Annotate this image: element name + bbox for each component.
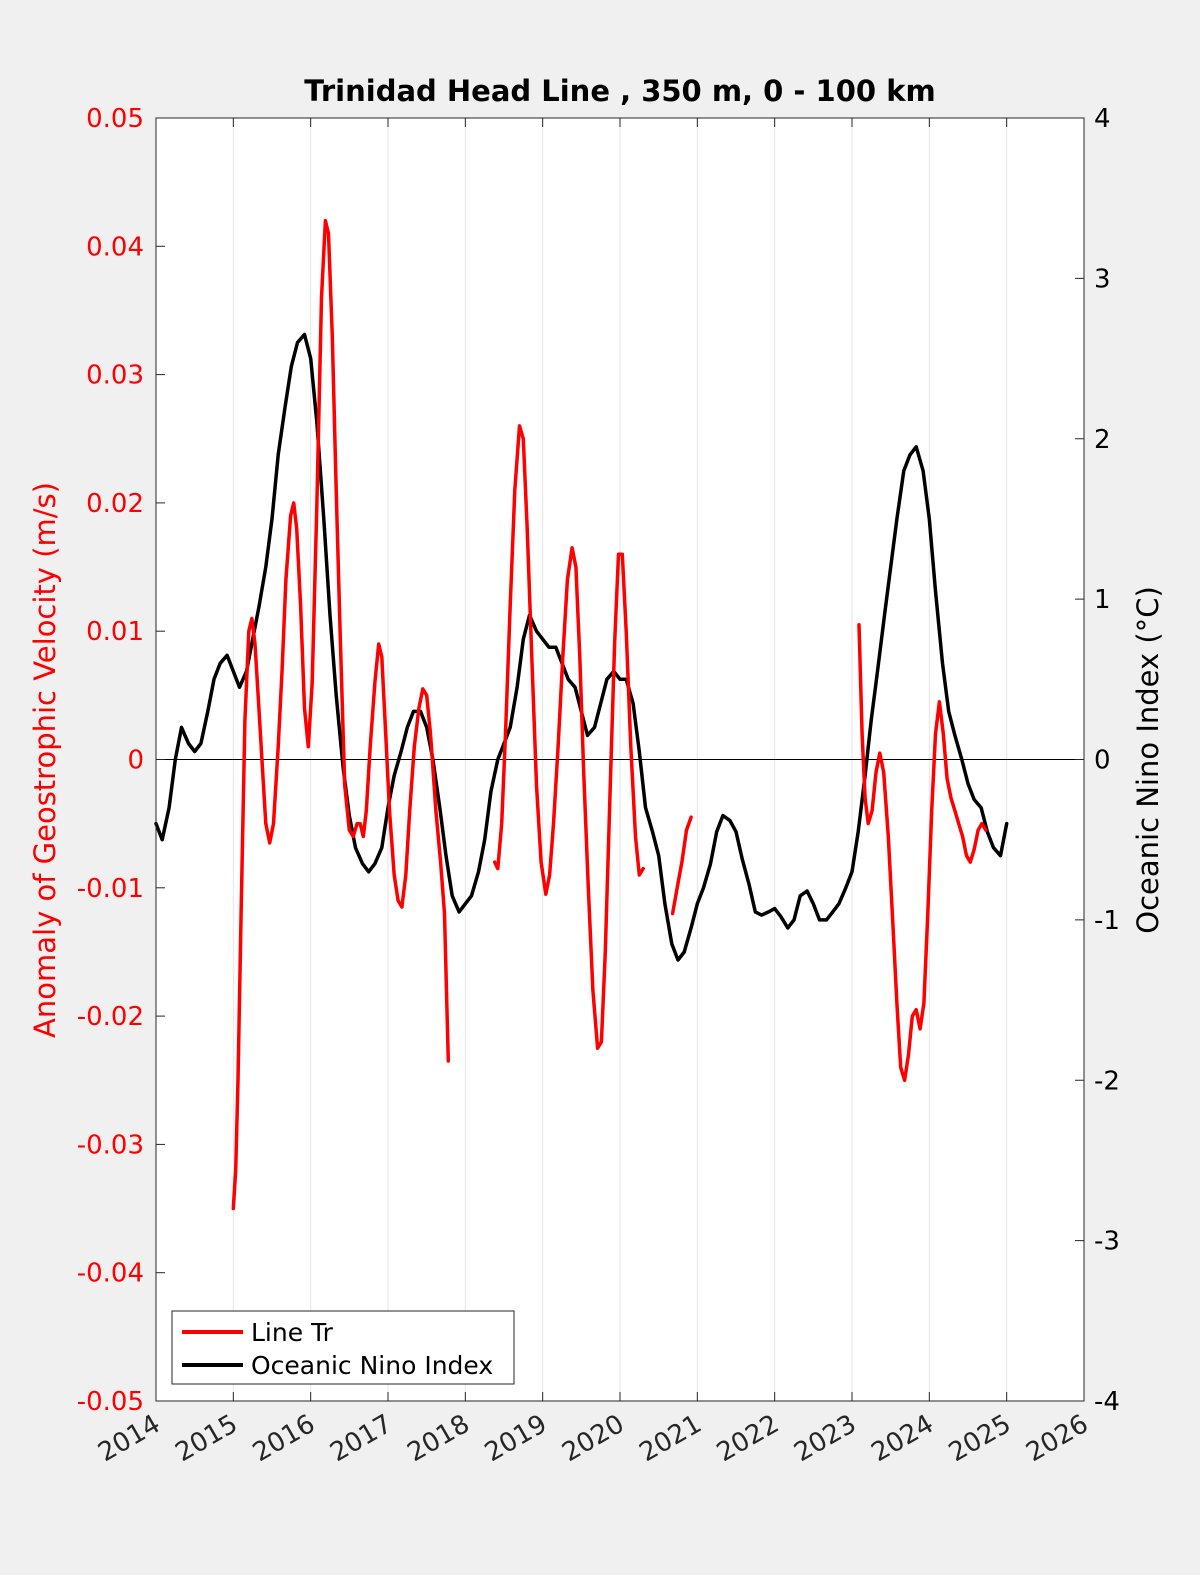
x-tick-label: 2022 [712, 1409, 784, 1468]
x-tick-label: 2024 [867, 1409, 939, 1468]
left-tick-label: 0.05 [86, 104, 144, 134]
x-tick-label: 2019 [480, 1409, 552, 1468]
left-tick-label: 0 [127, 746, 144, 776]
right-tick-label: 4 [1094, 104, 1111, 134]
right-tick-label: 3 [1094, 264, 1111, 294]
legend: Line Tr Oceanic Nino Index [171, 1310, 515, 1385]
x-tick-label: 2016 [248, 1409, 320, 1468]
left-tick-label: -0.02 [77, 1002, 144, 1032]
right-tick-label: 0 [1094, 746, 1111, 776]
left-axis-label: Anomaly of Geostrophic Velocity (m/s) [28, 482, 62, 1038]
series-line-tr-segment-1 [492, 424, 645, 1050]
x-tick-label: 2025 [944, 1409, 1016, 1468]
right-tick-label: -3 [1094, 1227, 1120, 1257]
left-tick-label: -0.04 [77, 1259, 144, 1289]
x-tick-label: 2015 [171, 1409, 243, 1468]
right-tick-label: 1 [1094, 585, 1111, 615]
x-tick-label: 2020 [557, 1409, 629, 1468]
x-tick-label: 2014 [93, 1409, 165, 1468]
legend-label-line-tr: Line Tr [251, 1318, 334, 1347]
series-line-tr-segment-3 [857, 623, 988, 1083]
left-tick-label: -0.01 [77, 874, 144, 904]
right-tick-label: -2 [1094, 1066, 1120, 1096]
series-line-tr-segment-0 [231, 218, 451, 1211]
right-tick-label: -4 [1094, 1387, 1120, 1417]
x-tick-label: 2023 [789, 1409, 861, 1468]
right-axis-label: Oceanic Nino Index (°C) [1131, 586, 1165, 934]
left-axis-ticks: -0.05 -0.04 -0.03 -0.02 -0.01 0 0.01 0.02 0.03 0.… [77, 104, 165, 1417]
x-tick-label: 2018 [403, 1409, 475, 1468]
x-tick-label: 2021 [635, 1409, 707, 1468]
left-tick-label: 0.02 [86, 489, 144, 519]
series-layer [154, 218, 1009, 1211]
left-tick-label: -0.05 [77, 1387, 144, 1417]
x-tick-label: 2026 [1021, 1409, 1093, 1468]
left-tick-label: 0.03 [86, 361, 144, 391]
right-tick-label: -1 [1094, 906, 1120, 936]
legend-label-oni: Oceanic Nino Index [251, 1351, 493, 1380]
legend-box [171, 1310, 515, 1385]
chart-title: Trinidad Head Line , 350 m, 0 - 100 km [304, 74, 935, 108]
left-tick-label: 0.01 [86, 617, 144, 647]
left-tick-label: 0.04 [86, 232, 144, 262]
left-tick-label: -0.03 [77, 1130, 144, 1160]
right-axis-ticks: -4 -3 -2 -1 0 1 2 3 4 [1075, 104, 1120, 1417]
right-tick-label: 2 [1094, 425, 1111, 455]
x-tick-label: 2017 [325, 1409, 397, 1468]
series-line-tr-segment-2 [670, 815, 693, 916]
